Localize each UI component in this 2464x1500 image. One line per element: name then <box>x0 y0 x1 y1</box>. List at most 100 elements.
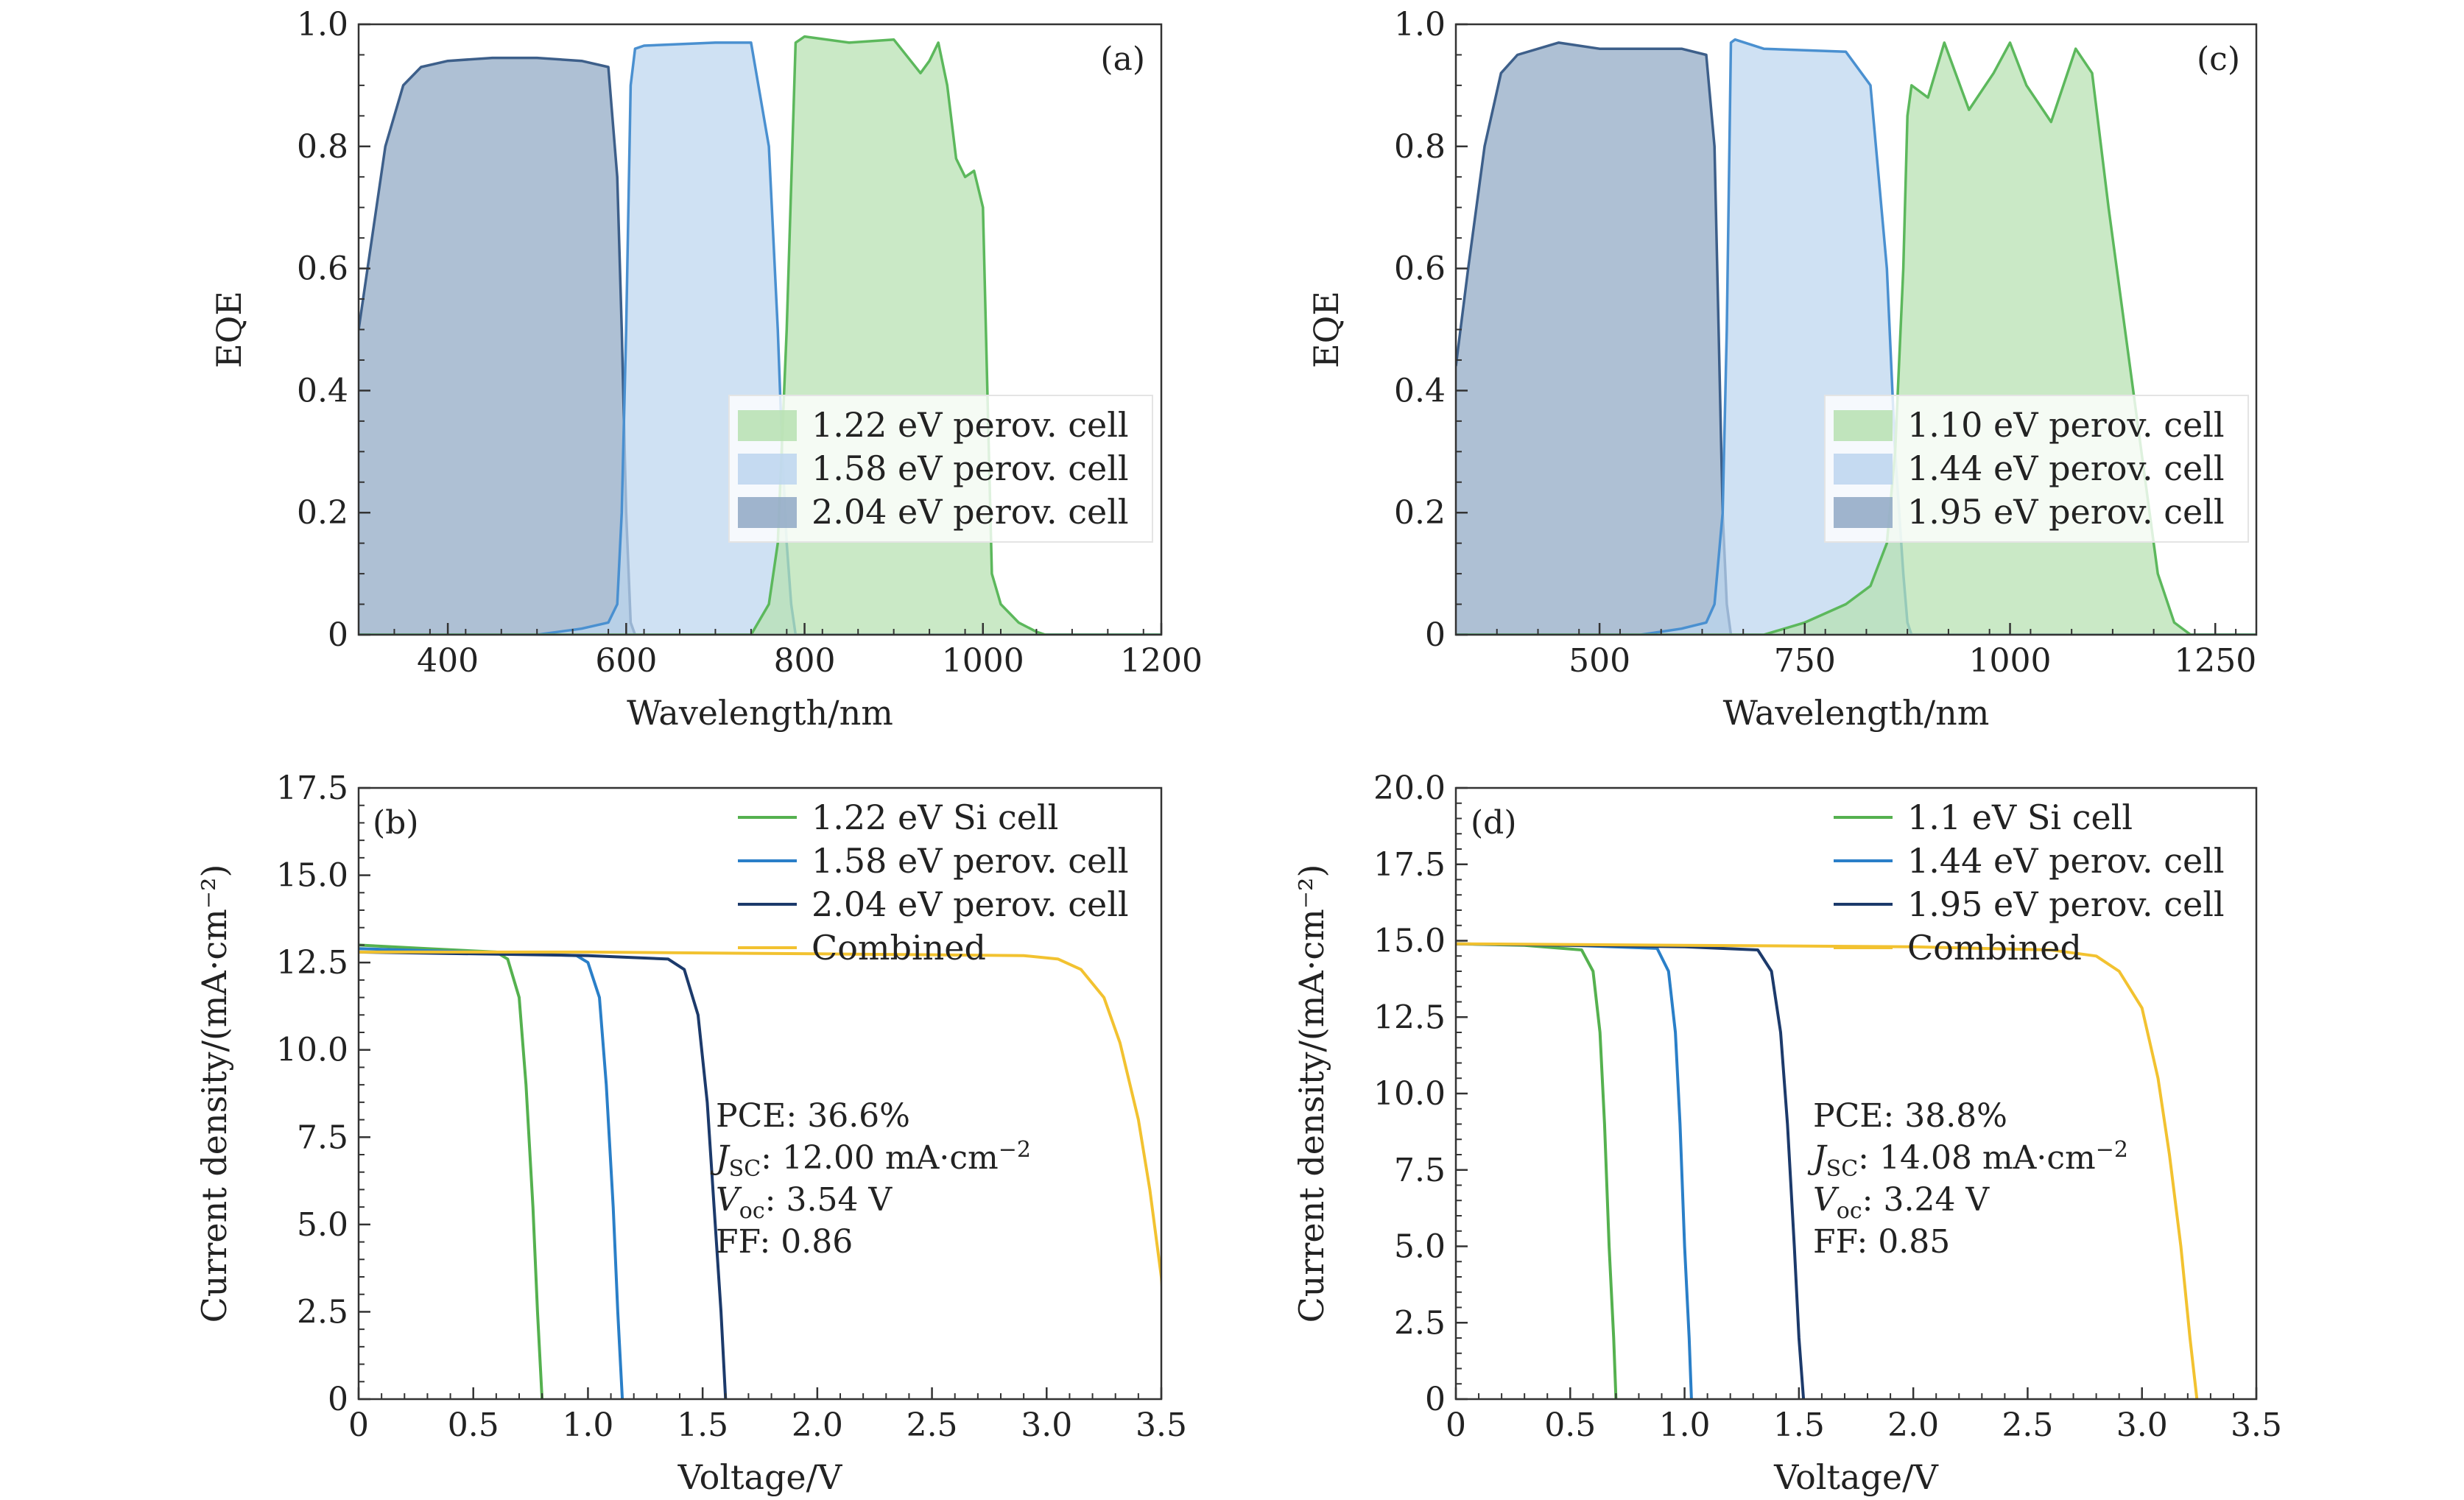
y-tick-label: 0.6 <box>297 250 348 288</box>
series-1-line <box>1456 942 1693 1399</box>
legend-swatch <box>738 497 797 528</box>
series-0-line <box>359 943 544 1399</box>
y-tick-label: 12.5 <box>1373 999 1446 1036</box>
legend-label: Combined <box>1907 928 2082 968</box>
x-tick-label: 1000 <box>1969 642 2052 680</box>
y-tick-label: 10.0 <box>1373 1075 1446 1113</box>
y-tick-label: 17.5 <box>1373 846 1446 884</box>
y-tick-label: 7.5 <box>297 1119 348 1156</box>
legend-swatch <box>1834 410 1893 441</box>
x-tick-label: 400 <box>417 642 479 680</box>
x-tick-label: 750 <box>1774 642 1836 680</box>
y-tick-label: 12.5 <box>276 944 348 982</box>
legend-label: 1.10 eV perov. cell <box>1907 405 2225 445</box>
series-2-line <box>1456 942 1806 1399</box>
y-tick-label: 1.0 <box>1394 6 1446 43</box>
x-axis-label: Voltage/V <box>677 1457 842 1497</box>
x-tick-label: 3.5 <box>1136 1406 1187 1444</box>
panel-c: 500 750 1000 1250 0 0.2 0.4 0.6 0.8 1.0 Wavelength… <box>1306 6 2258 733</box>
y-tick-label: 0 <box>1425 616 1446 654</box>
y-tick-label: 2.5 <box>297 1293 348 1331</box>
y-axis-label: EQE <box>209 291 249 368</box>
pce-value: PCE: 38.8% <box>1813 1097 2007 1135</box>
legend-label: 1.44 eV perov. cell <box>1907 448 2225 488</box>
y-tick-label: 2.5 <box>1394 1304 1446 1342</box>
y-tick-label: 0.8 <box>297 128 348 166</box>
legend-label: 1.22 eV perov. cell <box>812 405 1129 445</box>
plot-area <box>359 35 1161 635</box>
y-tick-label: 0 <box>328 1381 348 1418</box>
panel-a: 400 600 800 1000 1200 0 0.2 0.4 0.6 0.8 1.0 Wavelen… <box>209 6 1203 733</box>
legend-label: 1.58 eV perov. cell <box>812 448 1129 488</box>
y-tick-label: 0.2 <box>1394 494 1446 532</box>
x-tick-label: 500 <box>1569 642 1630 680</box>
legend-label: 1.95 eV perov. cell <box>1907 492 2225 532</box>
x-tick-label: 800 <box>774 642 836 680</box>
plot-area <box>1456 38 2256 635</box>
legend-label: 2.04 eV perov. cell <box>812 492 1129 532</box>
y-tick-label: 0.4 <box>1394 372 1446 409</box>
ff-value: FF: 0.86 <box>716 1223 853 1261</box>
y-tick-label: 0.4 <box>297 372 348 409</box>
x-tick-label: 0.5 <box>1544 1406 1596 1444</box>
legend-box <box>728 395 1153 543</box>
ff-value: FF: 0.85 <box>1813 1223 1950 1261</box>
series-2-line <box>1456 41 2256 635</box>
x-tick-label: 1250 <box>2174 642 2256 680</box>
legend-swatch <box>1834 454 1893 485</box>
y-tick-label: 10.0 <box>276 1032 348 1069</box>
legend-box <box>1824 395 2249 543</box>
legend-swatch <box>738 454 797 485</box>
y-tick-label: 0 <box>1425 1381 1446 1418</box>
y-tick-label: 0 <box>328 616 348 654</box>
x-axis-label: Wavelength/nm <box>1723 693 1990 733</box>
y-tick-label: 17.5 <box>276 770 348 807</box>
plot-area <box>359 943 1161 1399</box>
legend-swatch <box>738 410 797 441</box>
panel-b: 0 0.5 1.0 1.5 2.0 2.5 3.0 3.5 0 2.5 5.0 7.5 10.0 12.5… <box>194 770 1187 1497</box>
x-tick-label: 1.5 <box>1773 1406 1825 1444</box>
panel-letter: (c) <box>2197 41 2240 78</box>
legend-label: 1.22 eV Si cell <box>812 797 1058 837</box>
jsc-value: JSC: 12.00 mA·cm−2 <box>710 1137 1031 1182</box>
panel-letter: (d) <box>1471 804 1517 842</box>
x-tick-label: 0.5 <box>448 1406 499 1444</box>
x-tick-label: 1200 <box>1120 642 1203 680</box>
legend-label: 1.95 eV perov. cell <box>1907 884 2225 924</box>
y-tick-label: 20.0 <box>1373 770 1446 807</box>
y-tick-label: 15.0 <box>1373 923 1446 960</box>
x-tick-label: 3.0 <box>2116 1406 2168 1444</box>
x-tick-label: 3.5 <box>2231 1406 2282 1444</box>
voc-value: Voc: 3.24 V <box>1813 1181 1990 1224</box>
legend-label: 1.1 eV Si cell <box>1907 797 2133 837</box>
jsc-value: JSC: 14.08 mA·cm−2 <box>1807 1137 2128 1182</box>
x-tick-label: 2.5 <box>2002 1406 2053 1444</box>
series-2-line <box>359 35 1161 635</box>
x-tick-label: 0 <box>1446 1406 1466 1444</box>
series-0-line <box>1456 942 1618 1399</box>
x-tick-label: 1.5 <box>677 1406 728 1444</box>
y-tick-label: 0.6 <box>1394 250 1446 288</box>
y-tick-label: 5.0 <box>1394 1228 1446 1266</box>
y-tick-label: 0.8 <box>1394 128 1446 166</box>
legend-swatch <box>1834 497 1893 528</box>
plot-frame <box>357 786 1163 1401</box>
x-tick-label: 600 <box>595 642 657 680</box>
x-axis-label: Wavelength/nm <box>627 693 893 733</box>
y-tick-label: 1.0 <box>297 6 348 43</box>
series-3-line <box>359 950 1161 1297</box>
y-axis-label: EQE <box>1306 291 1346 368</box>
series-2-line <box>359 950 728 1399</box>
y-axis-label: Current density/(mA·cm⁻²) <box>1292 865 1331 1323</box>
x-tick-label: 1.0 <box>1659 1406 1711 1444</box>
legend-label: Combined <box>812 928 986 968</box>
panel-letter: (b) <box>373 804 419 842</box>
x-tick-label: 2.0 <box>792 1406 843 1444</box>
y-tick-label: 5.0 <box>297 1206 348 1244</box>
